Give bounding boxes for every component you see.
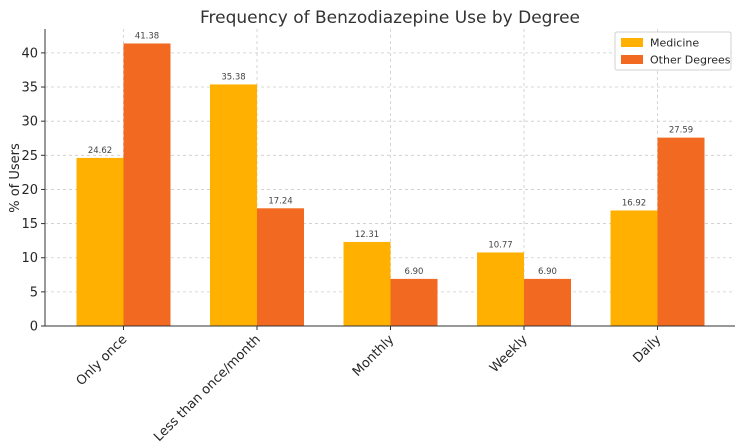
bars-layer — [76, 43, 705, 326]
y-ticks-layer: 0 5 10 15 20 25 30 35 40 — [21, 46, 45, 335]
bar-value-label: 6.90 — [538, 267, 557, 277]
legend-frame — [614, 31, 732, 71]
bar-medicine — [210, 84, 257, 326]
bar-medicine — [76, 157, 124, 326]
y-tick-label: 25 — [21, 149, 38, 164]
y-tick-label: 20 — [21, 183, 38, 198]
bar-value-label: 10.77 — [488, 240, 512, 250]
x-category-label: Weekly — [487, 332, 531, 376]
bar-value-label: 17.24 — [268, 196, 292, 206]
y-tick-label: 5 — [30, 285, 38, 300]
bar-value-label: 12.31 — [355, 230, 379, 240]
bar-value-label: 41.38 — [135, 31, 159, 41]
x-category-label: Less than once/month — [151, 332, 264, 443]
x-category-label: Monthly — [350, 332, 398, 380]
y-tick-label: 40 — [21, 46, 38, 61]
legend-label: Other Degrees — [650, 54, 731, 67]
x-category-label: Daily — [630, 332, 664, 366]
y-tick-label: 30 — [21, 115, 38, 130]
legend-swatch — [621, 38, 643, 47]
x-category-label: Only once — [74, 332, 131, 389]
bar-other-degrees — [257, 208, 304, 326]
bar-value-label: 6.90 — [405, 267, 424, 277]
bar-medicine — [477, 252, 524, 326]
chart-title: Frequency of Benzodiazepine Use by Degre… — [200, 8, 580, 28]
y-tick-label: 10 — [21, 251, 38, 266]
bar-other-degrees — [390, 278, 438, 326]
legend-label: Medicine — [650, 37, 699, 50]
bar-value-label: 16.92 — [622, 198, 646, 208]
legend: Medicine Other Degrees — [614, 31, 732, 71]
bar-other-degrees — [123, 43, 171, 326]
y-tick-label: 15 — [21, 217, 38, 232]
legend-swatch — [621, 55, 643, 64]
bar-value-label: 24.62 — [88, 146, 112, 156]
bar-value-label: 27.59 — [669, 126, 693, 136]
y-axis-label: % of Users — [8, 143, 23, 213]
bar-medicine — [610, 210, 658, 326]
bar-medicine — [343, 241, 391, 326]
y-tick-label: 0 — [30, 320, 38, 335]
bar-value-label: 35.38 — [221, 72, 245, 82]
data-labels-layer: 24.62 41.38 35.38 17.24 12.31 6.90 10.77 6.90 16… — [88, 31, 693, 276]
y-tick-label: 35 — [21, 81, 38, 96]
bar-other-degrees — [657, 137, 705, 326]
x-ticks-layer: Only once Less than once/month Monthly Week… — [74, 326, 665, 443]
bar-other-degrees — [524, 278, 571, 326]
